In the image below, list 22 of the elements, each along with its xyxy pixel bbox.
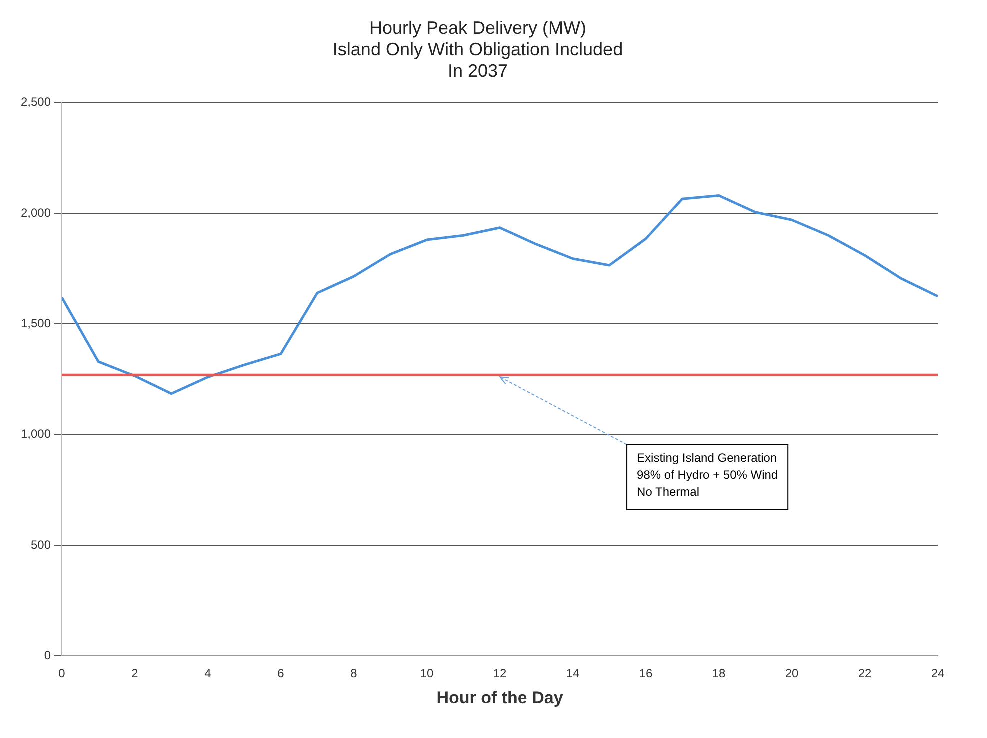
x-axis-title: Hour of the Day	[436, 688, 564, 708]
y-tick-label: 2,500	[21, 95, 52, 110]
x-tick-label: 20	[785, 666, 799, 681]
x-tick-label: 16	[639, 666, 654, 681]
x-tick-label: 0	[58, 666, 66, 681]
x-tick-label: 6	[278, 666, 285, 681]
x-tick-label: 10	[420, 666, 434, 681]
y-tick-label: 1,500	[21, 316, 52, 330]
y-tick-label: 0	[44, 648, 52, 663]
x-tick-label: 24	[931, 666, 945, 681]
x-tick-label: 22	[858, 666, 872, 681]
y-tick-label: 2,000	[21, 206, 52, 220]
x-tick-label: 12	[493, 666, 508, 681]
y-tick-label: 500	[31, 538, 52, 552]
annotation: Existing Island Generation 98% of Hydro + 50% Wind No Thermal	[637, 451, 778, 500]
y-tick-label: 1,000	[21, 427, 52, 442]
x-tick-label: 2	[132, 666, 139, 681]
x-tick-label: 14	[566, 666, 580, 681]
x-tick-label: 18	[712, 666, 726, 681]
chart-title: Hourly Peak Delivery (MW) Island Only With Obligation Included In 2037	[332, 18, 624, 81]
x-tick-label: 8	[350, 666, 358, 681]
x-tick-label: 4	[204, 666, 212, 681]
